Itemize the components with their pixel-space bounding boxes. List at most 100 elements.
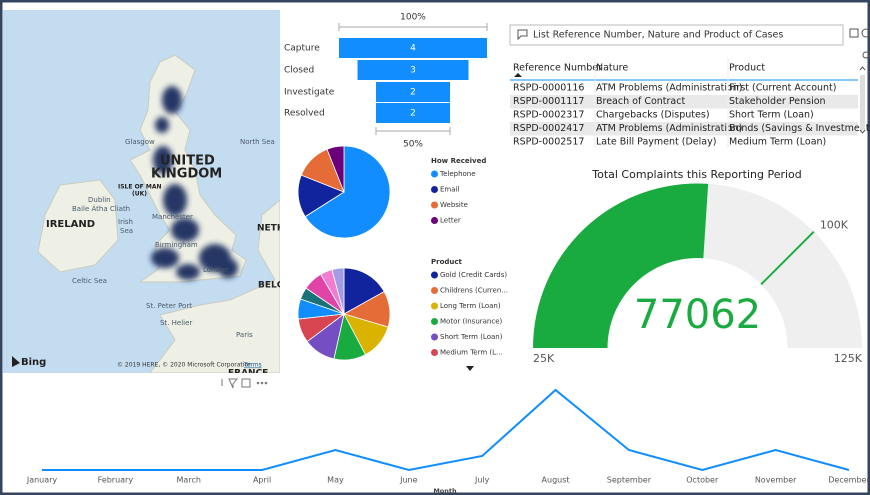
table-cell: Bonds (Savings & Investments) bbox=[729, 123, 870, 134]
map-label: BELG bbox=[258, 281, 284, 291]
pie-slice bbox=[343, 267, 385, 315]
gauge-target bbox=[760, 230, 815, 286]
map-label: London bbox=[203, 266, 229, 274]
legend-dot bbox=[431, 287, 438, 294]
x-tick-label: May bbox=[327, 476, 344, 485]
scrollbar bbox=[860, 75, 865, 130]
map-label: Paris bbox=[236, 331, 253, 339]
table-cell: RSPD-0002317 bbox=[513, 110, 584, 121]
gauge-value: 77062 bbox=[634, 292, 761, 338]
row-band bbox=[510, 95, 858, 109]
qa-box[interactable] bbox=[509, 24, 844, 46]
sort-arrow bbox=[514, 73, 522, 77]
qa-prompt[interactable]: List Reference Number, Nature and Produc… bbox=[533, 30, 783, 41]
legend-dot bbox=[431, 333, 438, 341]
row-band bbox=[510, 122, 858, 136]
legend-dot bbox=[431, 170, 438, 178]
legend-label: Gold (Credit Cards) bbox=[440, 271, 507, 279]
table-cell: Stakeholder Pension bbox=[729, 96, 826, 107]
attribution: © 2019 HERE, © 2020 Microsoft Corporatio… bbox=[117, 362, 252, 369]
table-cell: Chargebacks (Disputes) bbox=[596, 110, 710, 121]
funnel-value: 4 bbox=[410, 44, 416, 54]
continent bbox=[149, 199, 280, 373]
legend-label: Childrens (Curren... bbox=[440, 287, 508, 295]
terms-link[interactable]: Terms bbox=[243, 362, 262, 369]
legend-title: How Received bbox=[431, 157, 486, 165]
table-cell: RSPD-0001117 bbox=[513, 96, 584, 107]
funnel-value: 3 bbox=[410, 66, 416, 76]
x-tick-label: February bbox=[98, 476, 134, 485]
funnel-value: 2 bbox=[410, 109, 416, 119]
map[interactable]: North Sea Glasgow UNITED KINGDOM ISLE OF… bbox=[3, 10, 284, 379]
table-cell: First (Current Account) bbox=[729, 83, 836, 94]
map-label: Baile Átha Cliath bbox=[72, 204, 130, 213]
table-cell: ATM Problems (Administration) bbox=[596, 83, 743, 94]
x-tick-label: March bbox=[177, 476, 201, 485]
map-label: IRELAND bbox=[46, 219, 95, 230]
x-tick-label: August bbox=[542, 476, 570, 485]
funnel-bar bbox=[357, 60, 469, 80]
table-header: Nature bbox=[596, 63, 628, 74]
table-cell: RSPD-0002417 bbox=[513, 123, 584, 134]
great-britain bbox=[129, 54, 247, 283]
legend-label: Telephone bbox=[439, 170, 476, 178]
funnel-bar bbox=[376, 103, 450, 123]
table-cell: Late Bill Payment (Delay) bbox=[596, 137, 716, 148]
table-cell: Short Term (Loan) bbox=[729, 110, 814, 121]
map-label: Sea bbox=[120, 227, 133, 235]
table-cell: RSPD-0002517 bbox=[513, 137, 584, 148]
table-header: Product bbox=[729, 63, 765, 74]
map-label: (UK) bbox=[132, 191, 147, 198]
table-cell: Breach of Contract bbox=[596, 96, 685, 107]
legend-label: Medium Term (L... bbox=[440, 349, 503, 357]
legend-dot bbox=[431, 318, 438, 325]
funnel-bar bbox=[339, 38, 487, 58]
qa-icon bbox=[517, 29, 528, 41]
x-tick-label: June bbox=[399, 476, 418, 485]
pie-slice bbox=[326, 145, 345, 193]
map-label: Irish bbox=[118, 218, 133, 226]
bing-logo bbox=[12, 356, 20, 367]
x-tick-label: December bbox=[828, 476, 870, 485]
map-label: St. Helier bbox=[160, 319, 192, 327]
line-series bbox=[42, 388, 850, 472]
legend-dot bbox=[431, 302, 438, 310]
map-label: ISLE OF MAN bbox=[118, 184, 162, 191]
visual-header-icons bbox=[221, 378, 268, 389]
x-tick-label: July bbox=[474, 476, 490, 485]
legend-label: Website bbox=[440, 201, 468, 209]
gauge-target-label: 100K bbox=[820, 219, 849, 232]
funnel-category: Capture bbox=[284, 44, 320, 54]
table-header: Reference Number bbox=[513, 63, 602, 74]
legend-dot bbox=[431, 201, 438, 209]
x-axis-title: Month bbox=[433, 487, 457, 495]
legend-dot bbox=[431, 217, 438, 224]
bing-label: Bing bbox=[21, 357, 46, 368]
pie-slice bbox=[331, 267, 345, 315]
legend-scroll bbox=[466, 366, 474, 371]
table-cell: ATM Problems (Administration) bbox=[596, 123, 743, 134]
map-label: UNITED bbox=[160, 154, 215, 169]
legend-label: Motor (Insurance) bbox=[440, 318, 503, 326]
funnel-bottom-label: 50% bbox=[403, 140, 423, 150]
x-tick-label: January bbox=[26, 476, 58, 485]
x-tick-label: October bbox=[686, 476, 719, 485]
legend-dot bbox=[431, 186, 438, 193]
legend-dot bbox=[431, 349, 438, 356]
funnel-category: Resolved bbox=[284, 109, 325, 119]
legend-label: Letter bbox=[440, 217, 461, 225]
funnel-top-label: 100% bbox=[400, 13, 426, 23]
funnel-value: 2 bbox=[410, 88, 416, 98]
scroll-down bbox=[859, 129, 866, 134]
gauge-tick-label: 25K bbox=[533, 352, 555, 365]
legend-label: Short Term (Loan) bbox=[440, 333, 503, 341]
map-label: St. Peter Port bbox=[146, 302, 192, 310]
gauge-title: Total Complaints this Reporting Period bbox=[591, 168, 802, 181]
map-label: Birmingham bbox=[155, 241, 198, 249]
funnel-category: Closed bbox=[284, 66, 314, 76]
map-label: North Sea bbox=[240, 138, 275, 146]
legend-label: Email bbox=[440, 186, 459, 194]
qa-toolbar[interactable] bbox=[849, 28, 870, 59]
